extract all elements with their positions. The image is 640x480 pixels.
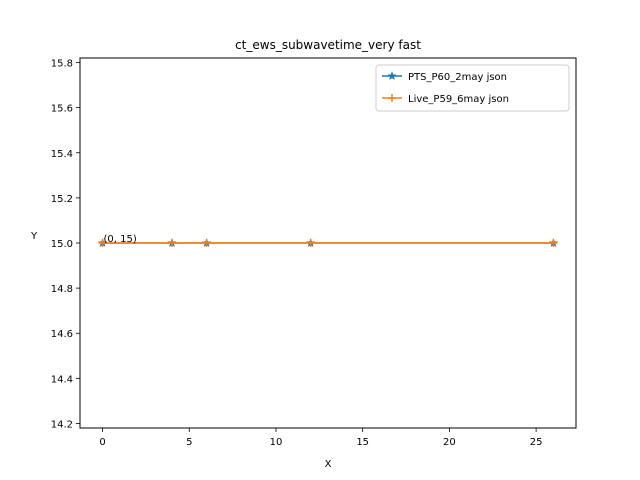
- legend-label-2: Live_P59_6may json: [408, 94, 509, 105]
- y-tick-label: 15.6: [51, 104, 73, 115]
- y-axis-label: Y: [30, 231, 38, 242]
- y-tick-label: 14.8: [51, 284, 73, 295]
- series-point-2: [306, 239, 315, 247]
- data-annotation: (0, 15): [104, 234, 137, 245]
- series-point-2: [98, 239, 107, 247]
- y-tick-label: 14.6: [51, 329, 73, 340]
- chart-title: ct_ews_subwavetime_very fast: [235, 38, 421, 52]
- y-tick-label: 15.0: [51, 239, 73, 250]
- x-tick-label: 25: [530, 437, 543, 448]
- legend: PTS_P60_2may json Live_P59_6may json: [375, 64, 570, 112]
- y-tick-label: 14.4: [51, 374, 73, 385]
- x-axis-label: X: [325, 459, 332, 470]
- y-tick-label: 14.2: [51, 419, 73, 430]
- series-point-2: [549, 239, 558, 247]
- legend-marker-1: [387, 71, 397, 80]
- x-tick-label: 15: [356, 437, 369, 448]
- series-point-2: [167, 239, 176, 247]
- x-tick-label: 10: [270, 437, 283, 448]
- legend-box: [375, 64, 570, 112]
- x-tick-label: 20: [443, 437, 456, 448]
- series-point-2: [202, 239, 211, 247]
- y-tick-label: 15.2: [51, 194, 73, 205]
- y-tick-label: 15.4: [51, 149, 73, 160]
- legend-label-1: PTS_P60_2may json: [408, 72, 507, 83]
- y-tick-label: 15.8: [51, 59, 73, 70]
- x-tick-label: 5: [186, 437, 192, 448]
- plot-area: (0, 15): [97, 234, 559, 247]
- axis-ticks: 0 5 10 15 20 25 14.2 14.4 14.6 14.8 15.0 15.2 15.4 15…: [51, 59, 543, 448]
- x-tick-label: 0: [99, 437, 105, 448]
- legend-marker-2: [388, 94, 396, 102]
